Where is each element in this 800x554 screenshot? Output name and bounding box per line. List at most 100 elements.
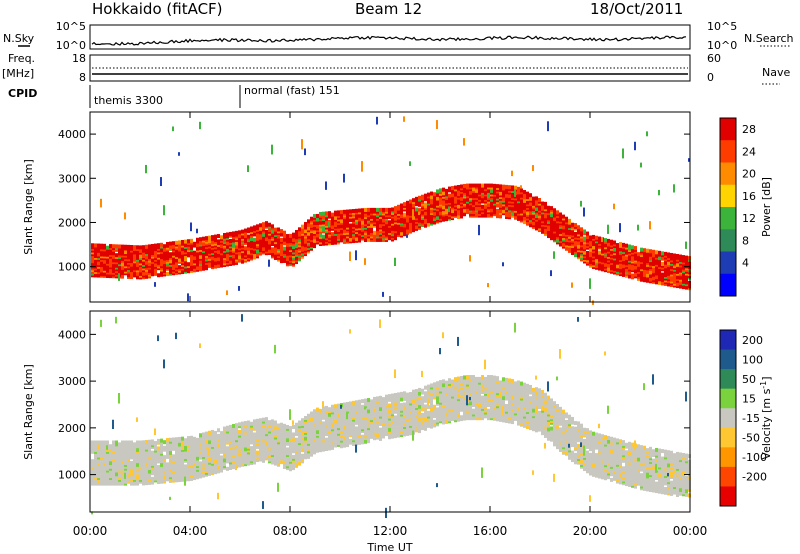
power-cell xyxy=(319,238,322,243)
power-cell xyxy=(223,259,226,264)
power-cell xyxy=(406,234,408,238)
power-cell xyxy=(247,234,250,239)
power-cell xyxy=(547,121,549,132)
velocity-cell xyxy=(277,423,280,428)
velocity-cell xyxy=(271,456,274,461)
velocity-cell xyxy=(166,438,169,443)
power-cell xyxy=(424,202,427,207)
power-cell xyxy=(565,216,568,221)
power-cell xyxy=(634,254,637,259)
power-cell xyxy=(322,238,325,243)
velocity-cell xyxy=(106,466,109,471)
power-cell xyxy=(421,194,424,199)
power-cell xyxy=(457,184,460,189)
power-cell xyxy=(115,244,118,249)
velocity-cell xyxy=(115,440,118,445)
velocity-cell xyxy=(286,424,289,429)
power-cell xyxy=(217,264,220,269)
velocity-cell xyxy=(91,511,93,515)
power-cell xyxy=(256,224,259,229)
power-cell xyxy=(541,205,544,210)
velocity-cell xyxy=(346,443,349,448)
power-cell xyxy=(448,193,451,198)
freq-left-tick-bottom: 8 xyxy=(79,71,86,84)
power-cell xyxy=(247,165,249,173)
power-cell xyxy=(247,227,250,232)
power-cell xyxy=(355,208,358,213)
velocity-cell xyxy=(322,406,325,411)
velocity-cell xyxy=(235,423,238,428)
power-cell xyxy=(289,251,292,256)
power-cell xyxy=(205,252,208,257)
velocity-cell xyxy=(337,403,340,408)
power-cell xyxy=(481,183,484,188)
power-cell xyxy=(355,214,358,219)
power-cell xyxy=(490,183,493,188)
power-cell xyxy=(616,264,619,269)
velocity-cell xyxy=(142,440,145,445)
velocity-cell xyxy=(211,465,214,470)
power-cell xyxy=(265,221,268,226)
velocity-cell xyxy=(244,428,247,433)
power-cell xyxy=(514,185,517,190)
velocity-cell xyxy=(169,450,172,455)
power-cell xyxy=(520,188,523,193)
power-cell xyxy=(457,190,460,195)
power-cell xyxy=(514,215,517,220)
power-cell xyxy=(544,201,547,206)
power-cell xyxy=(460,184,463,189)
velocity-cell xyxy=(166,462,169,467)
velocity-cell xyxy=(331,404,334,409)
velocity-cell xyxy=(220,447,223,452)
power-cell xyxy=(304,229,307,234)
power-cell xyxy=(346,237,349,242)
velocity-cell xyxy=(130,440,133,445)
velocity-cell xyxy=(274,452,277,457)
velocity-cell xyxy=(130,447,133,452)
velocity-cell xyxy=(133,466,136,471)
velocity-cell xyxy=(274,420,277,425)
power-cell xyxy=(328,211,331,216)
power-cell xyxy=(502,209,505,214)
velocity-cell xyxy=(271,419,274,424)
power-cell xyxy=(157,253,160,258)
velocity-cell xyxy=(220,455,223,460)
power-cell xyxy=(295,238,298,243)
power-cell xyxy=(550,225,553,230)
power-cell xyxy=(109,261,112,266)
power-cell xyxy=(412,198,415,203)
power-cell xyxy=(427,213,430,218)
power-cell xyxy=(637,252,640,257)
velocity-cell xyxy=(208,456,211,461)
velocity-cell xyxy=(289,463,292,468)
power-cell xyxy=(316,224,319,229)
power-cell xyxy=(280,243,283,248)
velocity-cell xyxy=(313,435,316,440)
velocity-cell xyxy=(241,432,244,437)
velocity-cell xyxy=(178,442,181,447)
velocity-cell xyxy=(253,432,256,437)
velocity-cell xyxy=(262,449,265,454)
velocity-cell xyxy=(199,468,202,473)
power-cell xyxy=(325,220,328,225)
velocity-cell xyxy=(178,463,181,468)
power-cell xyxy=(505,184,508,189)
power-cell xyxy=(220,256,223,261)
power-cell xyxy=(361,161,363,172)
power-cell xyxy=(154,247,157,252)
velocity-cell xyxy=(322,421,325,426)
velocity-cell xyxy=(181,436,184,441)
power-cell xyxy=(196,262,199,267)
power-cell xyxy=(550,206,553,211)
velocity-cell xyxy=(184,453,187,458)
power-cell xyxy=(148,251,151,256)
power-cell xyxy=(238,286,240,291)
power-cell xyxy=(358,217,361,222)
velocity-cell xyxy=(202,432,205,437)
power-cell xyxy=(349,237,352,242)
power-cell xyxy=(223,232,226,237)
velocity-cell xyxy=(196,456,199,461)
beam-title: Beam 12 xyxy=(355,0,422,18)
noise-left-tick-bottom: 10^0 xyxy=(56,39,86,52)
freq-label: Freq. xyxy=(8,52,35,65)
